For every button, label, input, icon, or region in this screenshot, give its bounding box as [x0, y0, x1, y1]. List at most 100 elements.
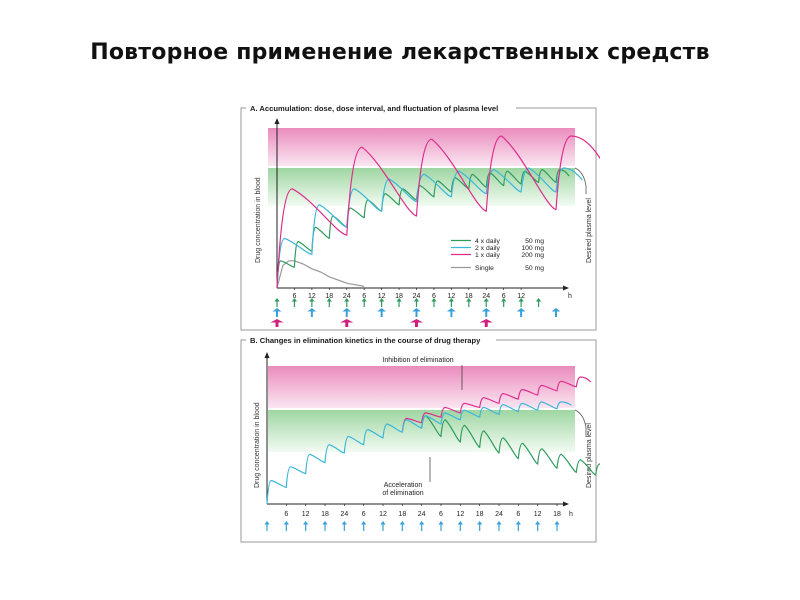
panel-b-tick-label: 18 — [553, 511, 561, 518]
legend-dose: 50 mg — [525, 265, 544, 272]
panel-a-tick-label: 12 — [308, 293, 316, 300]
panel-b-title-backdrop — [246, 334, 496, 346]
dose-arrow-head — [283, 521, 289, 525]
dose-arrow-4x-head — [344, 298, 350, 302]
dose-arrow-head — [399, 521, 405, 525]
panel-a-tick-label: 24 — [482, 293, 490, 300]
panel-b-y-label: Drug concentration in blood — [254, 402, 261, 488]
panel-b-tick-label: 18 — [398, 511, 406, 518]
panel-a-tick-label: 12 — [378, 293, 386, 300]
panel-a-tick-label: 12 — [447, 293, 455, 300]
dose-arrow-1x-head — [340, 319, 354, 323]
panel-b-desired-level-bracket — [574, 409, 587, 436]
dose-arrow-head — [554, 521, 560, 525]
legend-label: 2 x daily — [475, 245, 501, 252]
dose-arrow-2x-head — [551, 308, 561, 312]
dose-arrow-head — [535, 521, 541, 525]
panel-b-therapeutic-band — [268, 410, 575, 452]
dose-arrow-4x-head — [448, 298, 455, 302]
dose-arrow-2x-head — [342, 308, 352, 312]
panel-a-dose-arrows — [270, 298, 561, 327]
panel-a-title: A. Accumulation: dose, dose interval, an… — [250, 104, 498, 113]
panel-a-x-ticks: 6 12 18 24 6 12 18 24 6 12 18 24 6 12 h — [292, 288, 572, 300]
legend-label: 1 x daily — [475, 252, 501, 259]
panel-a-toxic-band — [268, 128, 575, 166]
dose-arrow-4x-head — [501, 298, 507, 302]
panel-b-series-acceleration — [421, 415, 600, 476]
panel-b-tick-label: 12 — [534, 511, 542, 518]
panel-a-series-4-x-daily — [276, 169, 570, 289]
panel-b-tick-label: 12 — [302, 511, 310, 518]
panel-a-y-label: Drug concentration in blood — [255, 177, 262, 263]
panel-b-tick-label: 24 — [418, 511, 426, 518]
panel-a: A. Accumulation: dose, dose interval, an… — [240, 102, 600, 331]
annotation-acceleration-line1: Acceleration — [384, 482, 423, 489]
dose-arrow-4x-head — [431, 298, 437, 302]
dose-arrow-head — [380, 521, 386, 525]
panel-a-x-axis-arrowhead — [563, 285, 569, 291]
legend-dose: 50 mg — [525, 238, 544, 245]
panel-a-right-label: Desired plasma level — [586, 198, 593, 263]
panel-a-tick-label: 6 — [362, 293, 366, 300]
panel-b-tick-label: 6 — [284, 511, 288, 518]
panel-b-tick-label: 6 — [439, 511, 443, 518]
dose-arrow-head — [419, 521, 425, 525]
panel-a-tick-label: 24 — [343, 293, 351, 300]
dose-arrow-head — [496, 521, 502, 525]
dose-arrow-1x-head — [409, 319, 424, 323]
panel-b-tick-label: 18 — [321, 511, 329, 518]
dose-arrow-head — [515, 521, 521, 525]
dose-arrow-head — [341, 521, 347, 525]
panel-a-legend: 4 x daily 50 mg 2 x daily 100 mg 1 x daily 20… — [451, 238, 544, 272]
legend-label: Single — [475, 265, 494, 272]
dose-arrow-4x-head — [396, 298, 402, 302]
panel-a-tick-label: 6 — [292, 293, 296, 300]
dose-arrow-4x-head — [518, 298, 524, 302]
annotation-acceleration-line2: of elimination — [382, 490, 423, 497]
panel-b-right-label: Desired plasma level — [586, 423, 593, 488]
legend-dose: 200 mg — [521, 252, 544, 259]
dose-arrow-4x-head — [378, 298, 385, 302]
dose-arrow-4x-head — [535, 298, 542, 302]
legend-label: 4 x daily — [475, 238, 501, 245]
panel-b-dose-arrows — [264, 521, 560, 531]
panel-b-x-ticks: 6 12 18 24 6 12 18 24 6 12 18 24 6 12 18 h — [284, 504, 573, 518]
dose-arrow-4x-head — [466, 298, 472, 302]
dose-arrow-head — [438, 521, 444, 525]
panel-a-tick-label: 24 — [413, 293, 421, 300]
panel-b-tick-label: 24 — [340, 511, 348, 518]
panel-b-tick-label: 24 — [495, 511, 503, 518]
panel-a-tick-label: 18 — [395, 293, 403, 300]
panel-a-series-2-x-daily — [276, 167, 583, 289]
dose-arrow-2x-head — [307, 308, 317, 312]
dose-arrow-head — [264, 521, 270, 525]
dose-arrow-head — [457, 521, 463, 525]
panel-a-tick-label: 6 — [432, 293, 436, 300]
dose-arrow-head — [303, 521, 309, 525]
dose-arrow-2x-head — [272, 308, 282, 312]
panel-a-tick-label: 18 — [465, 293, 473, 300]
dose-arrow-4x-head — [361, 298, 367, 302]
panel-b-series-normal — [266, 401, 572, 505]
panel-b-annotations: Inhibition of elimination Accelerationof … — [382, 357, 463, 497]
pharmacokinetics-figure: A. Accumulation: dose, dose interval, an… — [240, 102, 600, 543]
panel-a-tick-label: 12 — [517, 293, 525, 300]
panel-a-x-unit: h — [568, 293, 572, 300]
annotation-inhibition: Inhibition of elimination — [382, 357, 453, 364]
panel-a-y-axis-arrowhead — [274, 118, 280, 124]
dose-arrow-4x-head — [274, 298, 280, 302]
dose-arrow-2x-head — [516, 308, 526, 312]
dose-arrow-head — [361, 521, 367, 525]
panel-a-tick-label: 6 — [502, 293, 506, 300]
dose-arrow-4x-head — [326, 298, 332, 302]
dose-arrow-head — [322, 521, 328, 525]
dose-arrow-4x-head — [413, 298, 420, 302]
dose-arrow-4x-head — [291, 298, 298, 302]
slide-title: Повторное применение лекарственных средс… — [90, 40, 710, 65]
dose-arrow-2x-head — [377, 308, 387, 312]
panel-a-tick-label: 18 — [325, 293, 333, 300]
panel-b-x-unit: h — [569, 511, 573, 518]
dose-arrow-4x-head — [483, 298, 489, 302]
panel-b-series-inhibition — [401, 376, 592, 433]
panel-a-series-single — [276, 260, 365, 289]
